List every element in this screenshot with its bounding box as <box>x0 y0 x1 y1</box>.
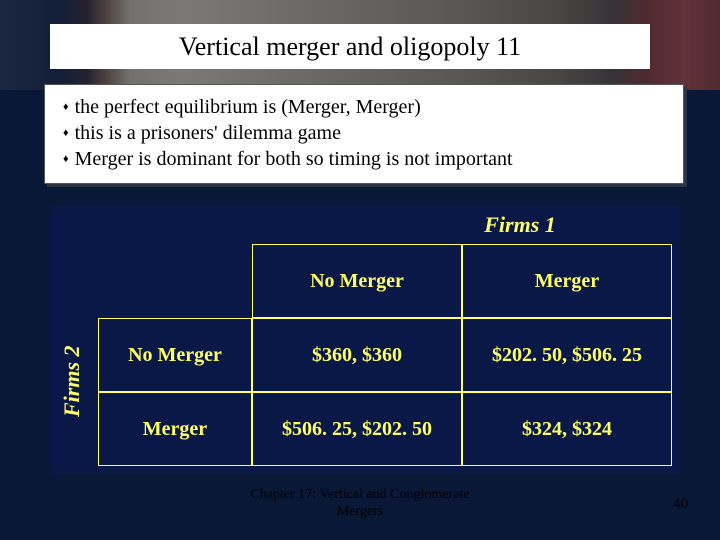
diamond-icon: ♦ <box>63 121 69 145</box>
payoff-matrix: Firms 1 Firms 2 No Merger Merger No Merg… <box>50 206 680 474</box>
slide-title: Vertical merger and oligopoly 11 <box>179 32 521 62</box>
corner-cell <box>98 244 252 318</box>
row-header: No Merger <box>98 318 252 392</box>
bullet-text: the perfect equilibrium is (Merger, Merg… <box>75 95 421 119</box>
diamond-icon: ♦ <box>63 95 69 119</box>
header-row: No Merger Merger <box>98 244 672 318</box>
bullet-text: Merger is dominant for both so timing is… <box>75 147 513 171</box>
col-header: No Merger <box>252 244 462 318</box>
payoff-cell: $360, $360 <box>252 318 462 392</box>
footer-chapter: Chapter 17: Vertical and Conglomerate Me… <box>230 486 490 520</box>
data-row: Merger $506. 25, $202. 50 $324, $324 <box>98 392 672 466</box>
footer: Chapter 17: Vertical and Conglomerate Me… <box>0 486 720 528</box>
row-player-label: Firms 2 <box>58 321 86 441</box>
column-player-label: Firms 1 <box>380 212 660 238</box>
bullet-panel: ♦ the perfect equilibrium is (Merger, Me… <box>44 84 684 184</box>
matrix-grid: No Merger Merger No Merger $360, $360 $2… <box>98 244 672 466</box>
data-row: No Merger $360, $360 $202. 50, $506. 25 <box>98 318 672 392</box>
title-bar: Vertical merger and oligopoly 11 <box>50 24 650 69</box>
bullet-text: this is a prisoners' dilemma game <box>75 121 341 145</box>
col-header: Merger <box>462 244 672 318</box>
bullet-item: ♦ Merger is dominant for both so timing … <box>63 147 665 171</box>
page-number: 40 <box>673 496 688 513</box>
row-header: Merger <box>98 392 252 466</box>
payoff-cell: $506. 25, $202. 50 <box>252 392 462 466</box>
bullet-item: ♦ this is a prisoners' dilemma game <box>63 121 665 145</box>
payoff-cell: $324, $324 <box>462 392 672 466</box>
diamond-icon: ♦ <box>63 147 69 171</box>
bullet-item: ♦ the perfect equilibrium is (Merger, Me… <box>63 95 665 119</box>
payoff-cell: $202. 50, $506. 25 <box>462 318 672 392</box>
